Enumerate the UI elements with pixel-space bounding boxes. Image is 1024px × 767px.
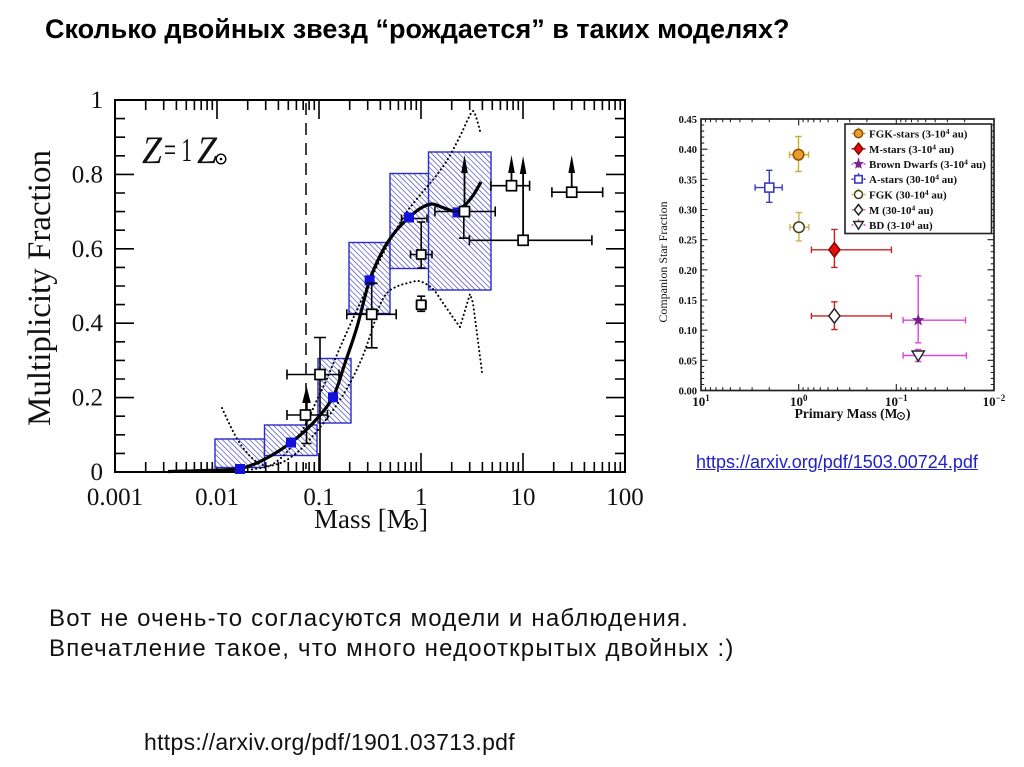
svg-text:0.30: 0.30	[679, 206, 697, 217]
svg-text:0.05: 0.05	[679, 356, 697, 367]
svg-text:101: 101	[692, 393, 710, 409]
svg-text:]: ]	[419, 504, 428, 534]
svg-text:0.45: 0.45	[679, 115, 697, 126]
svg-text:Z: Z	[142, 129, 163, 172]
svg-text:Companion Star Fraction: Companion Star Fraction	[656, 201, 670, 322]
svg-text:Primary Mass (M: Primary Mass (M	[795, 406, 898, 421]
svg-text:0.1: 0.1	[303, 484, 334, 511]
svg-text:0.001: 0.001	[87, 484, 143, 511]
svg-text:0.35: 0.35	[679, 175, 697, 186]
svg-text:Brown Dwarfs (3-104 au): Brown Dwarfs (3-104 au)	[869, 158, 986, 172]
svg-text:): )	[906, 406, 911, 421]
svg-text:= 1: = 1	[164, 132, 192, 169]
svg-text:0.00: 0.00	[679, 387, 697, 398]
svg-text:1: 1	[91, 87, 104, 114]
svg-text:0.15: 0.15	[679, 296, 697, 307]
svg-text:FGK (30-104 au): FGK (30-104 au)	[869, 188, 947, 202]
svg-text:0.8: 0.8	[72, 161, 103, 188]
svg-text:Mass [M: Mass [M	[314, 504, 411, 534]
svg-text:Z: Z	[197, 129, 218, 172]
svg-text:FGK-stars (3-104 au): FGK-stars (3-104 au)	[869, 127, 968, 141]
svg-text:0.10: 0.10	[679, 326, 697, 337]
svg-text:M-stars (3-104 au): M-stars (3-104 au)	[869, 142, 954, 156]
svg-text:1: 1	[415, 484, 428, 511]
svg-text:0.2: 0.2	[72, 385, 103, 412]
svg-text:10: 10	[511, 484, 536, 511]
svg-text:M (30-104 au): M (30-104 au)	[869, 203, 934, 217]
svg-text:0.4: 0.4	[72, 310, 104, 337]
svg-text:0.01: 0.01	[195, 484, 239, 511]
svg-text:0: 0	[91, 459, 104, 486]
svg-text:0.20: 0.20	[679, 266, 697, 277]
svg-text:BD (3-104 au): BD (3-104 au)	[869, 219, 933, 233]
svg-text:A-stars (30-104 au): A-stars (30-104 au)	[869, 173, 957, 187]
svg-text:10−2: 10−2	[983, 393, 1006, 409]
svg-text:100: 100	[606, 484, 644, 511]
svg-text:0.25: 0.25	[679, 236, 697, 247]
svg-text:0.6: 0.6	[72, 236, 103, 263]
svg-text:Multiplicity Fraction: Multiplicity Fraction	[22, 150, 58, 426]
svg-text:0.40: 0.40	[679, 145, 697, 156]
